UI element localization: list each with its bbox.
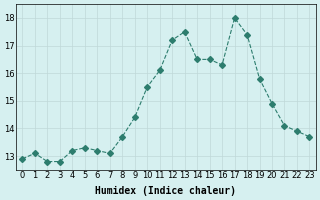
X-axis label: Humidex (Indice chaleur): Humidex (Indice chaleur): [95, 186, 236, 196]
